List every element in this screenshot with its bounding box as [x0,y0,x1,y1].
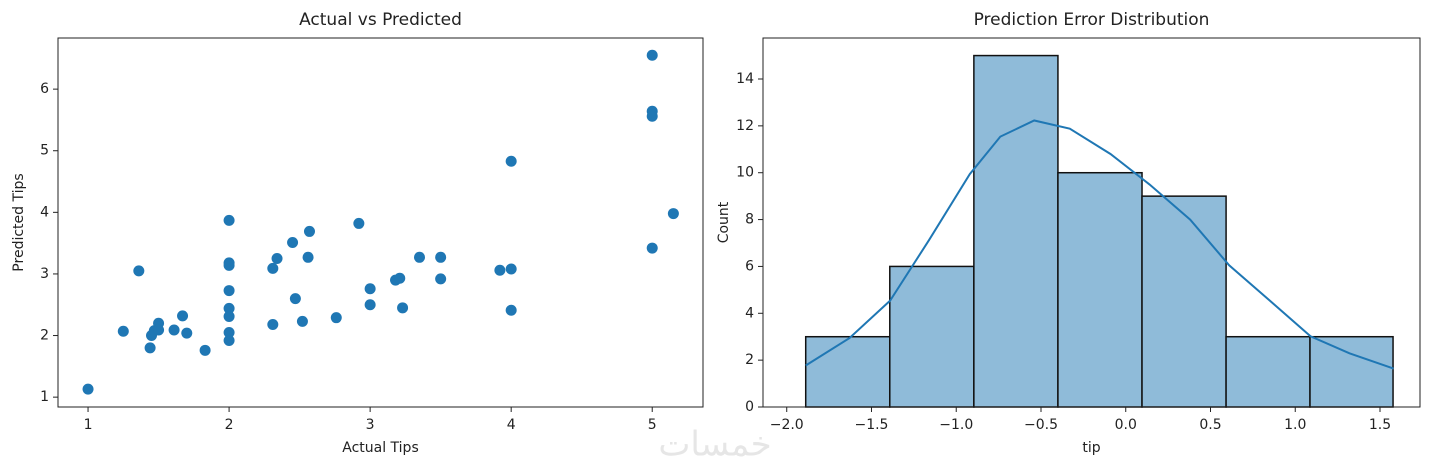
x-tick-label: 4 [507,417,516,433]
point [199,344,211,356]
x-tick-label: 1.0 [1284,417,1306,433]
bar [1309,335,1394,408]
bar [1141,195,1227,408]
bar [1225,335,1311,408]
chart-title: Prediction Error Distribution [974,10,1210,30]
point [168,324,180,336]
point [223,326,235,338]
point [181,327,193,339]
y-tick-label: 6 [745,258,754,274]
x-tick-label: 1 [84,417,93,433]
plot-frame [762,37,1421,408]
kde-line [805,119,1394,370]
y-tick-label: 3 [40,266,49,282]
point [364,299,376,311]
point [153,324,165,336]
x-tick-label: 5 [648,417,657,433]
point [133,265,145,277]
point [267,318,279,330]
x-tick-label: 0.5 [1199,417,1221,433]
point [82,383,94,395]
y-tick-label: 4 [745,305,754,321]
point [117,325,129,337]
point [223,334,235,346]
point [302,251,314,263]
point [505,263,517,275]
point [287,237,299,249]
y-tick-label: 5 [40,143,49,159]
point [667,208,679,220]
x-axis-label: tip [1082,440,1100,456]
point [177,310,189,322]
point [435,273,447,285]
y-tick-label: 14 [736,71,754,87]
y-axis-label: Count [716,201,732,243]
bar [889,265,975,408]
y-axis-label: Predicted Tips [11,173,27,271]
point [413,251,425,263]
point [223,214,235,226]
y-tick-label: 1 [40,389,49,405]
point [271,253,283,265]
x-tick-label: −1.0 [939,417,973,433]
y-tick-label: 2 [745,352,754,368]
point [494,264,506,276]
x-tick-label: −1.5 [854,417,888,433]
x-tick-label: 0.0 [1115,417,1137,433]
bar [804,335,891,408]
bar [973,54,1059,408]
x-tick-label: 2 [225,417,234,433]
y-tick-label: 4 [40,204,49,220]
point [397,302,409,314]
x-tick-label: 1.5 [1369,417,1391,433]
watermark: خمسات [658,425,771,465]
point [505,304,517,316]
x-tick-label: −0.5 [1024,417,1058,433]
y-tick-label: 10 [736,165,754,181]
point [289,293,301,305]
y-tick-label: 0 [745,399,754,415]
point [144,342,156,354]
y-tick-label: 2 [40,328,49,344]
point [364,283,376,295]
chart-title: Actual vs Predicted [299,10,462,30]
x-tick-label: −2.0 [770,417,804,433]
point [267,262,279,274]
point [223,310,235,322]
point [330,312,342,324]
point [505,155,517,167]
y-tick-label: 12 [736,118,754,134]
x-axis-label: Actual Tips [342,440,419,456]
point [223,302,235,314]
point [394,272,406,284]
bar [1057,171,1143,408]
plot-frame [57,37,704,408]
point [223,285,235,297]
point [646,49,658,61]
y-tick-label: 6 [40,81,49,97]
x-tick-label: 3 [366,417,375,433]
point [353,217,365,229]
y-tick-label: 8 [745,212,754,228]
point [303,225,315,237]
point [435,251,447,263]
point [646,242,658,254]
point [296,315,308,327]
point [223,259,235,271]
point [646,110,658,122]
